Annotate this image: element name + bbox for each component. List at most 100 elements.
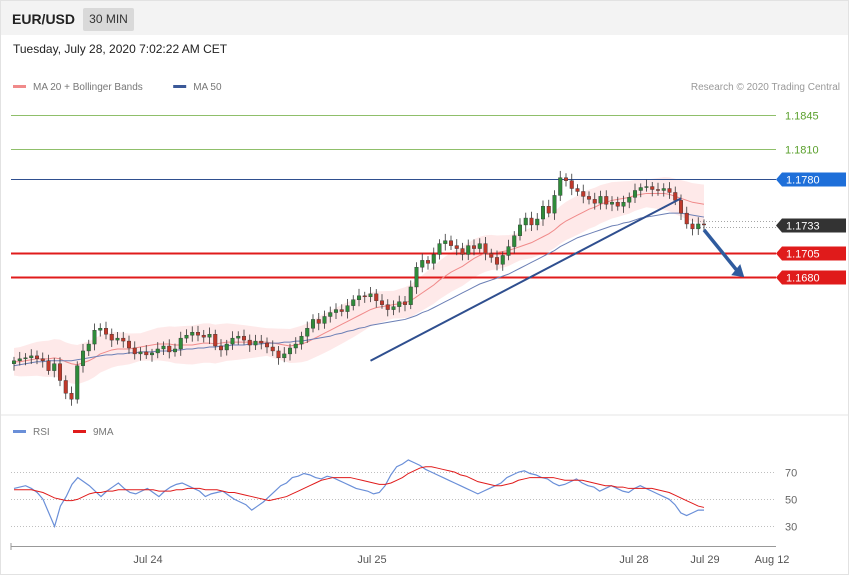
candle-body — [247, 339, 252, 346]
candle-body — [316, 319, 321, 324]
candle-body — [454, 245, 459, 249]
candle-body — [598, 196, 603, 204]
level-label-5: 1.1680 — [786, 273, 820, 285]
x-tick-label: Aug 12 — [755, 554, 790, 566]
candle-body — [339, 309, 344, 312]
candle-body — [334, 309, 339, 313]
candle-body — [98, 328, 103, 331]
candle-body — [172, 348, 177, 353]
candle-body — [184, 334, 189, 339]
candle-body — [581, 191, 586, 197]
level-label-4: 1.1705 — [786, 249, 820, 261]
candle-body — [138, 351, 143, 355]
candle-body — [92, 330, 97, 345]
legend-swatch-1 — [173, 85, 187, 88]
candle-body — [126, 340, 131, 349]
candle-body — [69, 393, 74, 400]
candle-body — [529, 217, 534, 226]
candle-body — [75, 365, 80, 400]
rsi-legend-swatch-1 — [73, 430, 86, 433]
candle-body — [149, 352, 154, 356]
candle-body — [604, 196, 609, 205]
legend-swatch-0 — [13, 85, 26, 88]
candle-body — [29, 355, 34, 359]
candle-body — [610, 202, 615, 205]
candle-body — [431, 254, 436, 264]
candle-body — [351, 299, 356, 306]
candle-body — [299, 335, 304, 345]
current-price-label: 1.1733 — [786, 221, 820, 233]
rsi-ma-line — [14, 466, 705, 508]
candle-body — [656, 189, 661, 191]
candle-body — [397, 301, 402, 307]
candle-body — [167, 345, 172, 353]
candle-body — [587, 196, 592, 200]
interval-button[interactable]: 30 MIN — [83, 8, 134, 31]
candle-body — [155, 348, 160, 354]
candle-body — [161, 345, 166, 350]
candle-body — [35, 355, 40, 360]
candle-body — [667, 188, 672, 193]
candle-body — [483, 243, 488, 254]
candle-body — [472, 245, 477, 249]
rsi-legend-label-1: 9MA — [93, 427, 114, 438]
candle-body — [368, 293, 373, 297]
candle-body — [132, 347, 137, 355]
candle-body — [86, 343, 91, 352]
rsi-tick-2: 30 — [785, 522, 797, 534]
candle-body — [460, 248, 465, 255]
candle-body — [696, 223, 701, 230]
candle-body — [661, 188, 666, 191]
candle-body — [385, 304, 390, 310]
candle-body — [11, 360, 16, 364]
candle-body — [80, 350, 85, 366]
x-tick-label: Jul 24 — [133, 554, 162, 566]
candle-body — [40, 358, 45, 361]
candle-body — [288, 347, 293, 355]
candle-body — [449, 240, 454, 246]
candle-body — [523, 217, 528, 226]
rsi-tick-0: 70 — [785, 468, 797, 480]
candle-body — [144, 351, 149, 356]
forecast-arrow-shaft — [702, 228, 740, 274]
level-label-2: 1.1780 — [786, 175, 820, 187]
candle-body — [374, 293, 379, 301]
candle-body — [477, 243, 482, 249]
rsi-tick-1: 50 — [785, 495, 797, 507]
candle-body — [311, 319, 316, 329]
candle-body — [500, 255, 505, 265]
candle-body — [328, 312, 333, 317]
candle-body — [512, 235, 517, 247]
candle-body — [673, 192, 678, 201]
candle-body — [437, 243, 442, 255]
candle-body — [17, 358, 22, 361]
candle-body — [426, 260, 431, 264]
candle-body — [552, 195, 557, 214]
candle-body — [115, 337, 120, 341]
forecast-arrow-head — [731, 264, 745, 278]
candle-body — [518, 224, 523, 236]
candle-body — [495, 257, 500, 265]
candle-body — [575, 188, 580, 192]
candle-body — [414, 267, 419, 288]
candle-body — [207, 334, 212, 338]
candle-body — [633, 190, 638, 198]
candle-body — [408, 286, 413, 305]
candle-body — [644, 186, 649, 188]
candle-body — [270, 346, 275, 352]
candle-body — [224, 343, 229, 351]
candle-body — [679, 200, 684, 214]
candle-body — [638, 187, 643, 191]
candle-body — [46, 360, 51, 371]
legend-label-1: MA 50 — [193, 82, 222, 93]
x-tick-label: Jul 25 — [357, 554, 386, 566]
candle-body — [236, 335, 241, 339]
candle-body — [621, 202, 626, 207]
candle-body — [690, 223, 695, 230]
candle-body — [403, 301, 408, 305]
candle-body — [564, 177, 569, 181]
level-tag-5 — [776, 270, 846, 285]
candle-body — [650, 186, 655, 190]
candle-body — [489, 253, 494, 258]
